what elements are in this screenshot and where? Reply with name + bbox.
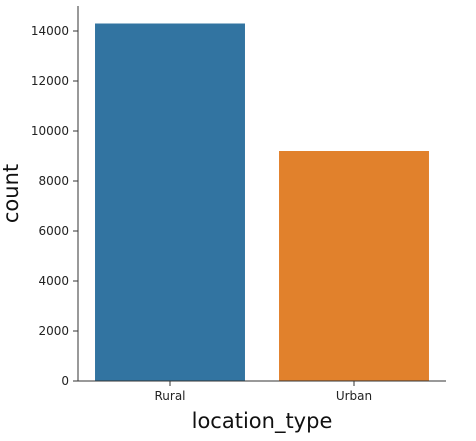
y-tick-label: 14000 — [31, 24, 69, 38]
x-axis-title: location_type — [192, 409, 333, 434]
y-axis-title: count — [0, 164, 23, 223]
y-tick-label: 2000 — [38, 324, 69, 338]
x-axis-ticks: Rural Urban — [154, 381, 372, 403]
y-tick-label: 0 — [61, 374, 69, 388]
y-tick-label: 4000 — [38, 274, 69, 288]
bars-group — [95, 23, 429, 381]
x-tick-label: Urban — [336, 389, 372, 403]
bar-rural — [95, 23, 245, 381]
y-tick-label: 6000 — [38, 224, 69, 238]
x-tick-label: Rural — [154, 389, 185, 403]
bar-urban — [279, 151, 429, 381]
y-tick-label: 8000 — [38, 174, 69, 188]
y-axis-ticks: 0 2000 4000 6000 8000 10000 12000 14000 — [31, 24, 78, 388]
y-tick-label: 12000 — [31, 74, 69, 88]
y-tick-label: 10000 — [31, 124, 69, 138]
